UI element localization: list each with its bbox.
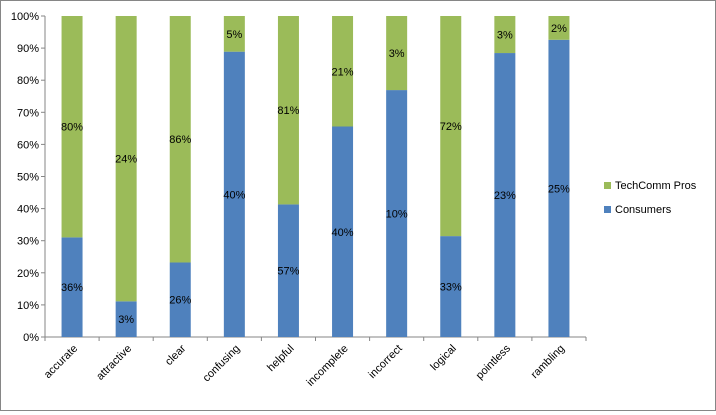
bar-consumers-attractive [115, 301, 137, 337]
x-tick-label: accurate [42, 343, 80, 381]
bar-consumers-accurate [61, 237, 83, 337]
bar-techcomm-pros-attractive [115, 16, 137, 302]
data-label-techcomm-pros: 3% [389, 48, 405, 60]
data-label-techcomm-pros: 5% [226, 29, 242, 41]
bar-techcomm-pros-logical [440, 16, 462, 237]
data-label-consumers: 57% [277, 266, 299, 278]
legend-label: TechComm Pros [615, 180, 697, 192]
data-label-techcomm-pros: 3% [497, 30, 513, 42]
bar-techcomm-pros-accurate [61, 16, 83, 238]
bar-consumers-helpful [277, 204, 299, 337]
y-tick-label: 30% [17, 236, 39, 248]
data-label-consumers: 23% [494, 190, 516, 202]
bar-consumers-pointless [494, 53, 516, 338]
y-tick-label: 80% [17, 75, 39, 87]
data-label-consumers: 36% [61, 282, 83, 294]
data-label-consumers: 26% [169, 295, 191, 307]
y-tick-label: 0% [23, 332, 39, 344]
data-labels: 36% 80% 3% 24% 26% 86% 40% 5% 57% 81% 40% 21% 10% 3% 3… [61, 23, 570, 326]
bar-consumers-confusing [223, 51, 245, 338]
legend-swatch [604, 206, 611, 213]
bar-consumers-rambling [548, 39, 570, 338]
data-label-consumers: 3% [118, 314, 134, 326]
x-tick-labels: accurate attractive clear confusing helpful i… [42, 342, 567, 388]
data-label-techcomm-pros: 21% [332, 66, 354, 78]
data-label-consumers: 25% [548, 183, 570, 195]
bar-techcomm-pros-incomplete [332, 16, 354, 127]
data-label-techcomm-pros: 80% [61, 122, 83, 134]
data-label-techcomm-pros: 86% [169, 134, 191, 146]
y-tick-label: 90% [17, 43, 39, 55]
y-tick-label: 70% [17, 107, 39, 119]
bar-techcomm-pros-incorrect [386, 16, 408, 91]
data-label-techcomm-pros: 81% [277, 105, 299, 117]
y-tick-label: 100% [11, 11, 39, 23]
y-tick-label: 60% [17, 139, 39, 151]
legend-swatch [604, 182, 611, 189]
y-tick-label: 10% [17, 300, 39, 312]
data-label-techcomm-pros: 2% [551, 23, 567, 35]
x-tick-label: clear [163, 342, 189, 368]
bar-consumers-incorrect [386, 90, 408, 337]
legend: TechComm Pros Consumers [604, 180, 697, 216]
legend-label: Consumers [615, 204, 672, 216]
data-label-techcomm-pros: 72% [440, 121, 462, 133]
x-tick-label: incomplete [305, 343, 351, 389]
bar-consumers-logical [440, 236, 462, 337]
bar-techcomm-pros-confusing [223, 16, 245, 52]
axes: 0% 10% 20% 30% 40% 50% 60% 70% 80% 90% 100% [11, 11, 587, 344]
y-tick-label: 40% [17, 204, 39, 216]
data-label-consumers: 10% [386, 209, 408, 221]
bar-techcomm-pros-rambling [548, 16, 570, 40]
data-label-consumers: 40% [223, 189, 245, 201]
data-label-techcomm-pros: 24% [115, 154, 137, 166]
x-tick-label: confusing [201, 343, 243, 385]
bar-consumers-incomplete [332, 126, 354, 337]
x-tick-label: pointless [474, 342, 514, 382]
x-tick-label: attractive [94, 343, 134, 383]
y-tick-label: 20% [17, 268, 39, 280]
x-tick-label: logical [428, 343, 459, 374]
data-label-consumers: 33% [440, 282, 462, 294]
x-tick-label: helpful [265, 343, 296, 374]
bar-techcomm-pros-pointless [494, 16, 516, 54]
bar-consumers-clear [169, 262, 191, 337]
bars [61, 16, 570, 338]
bar-techcomm-pros-helpful [277, 16, 299, 205]
x-tick-label: rambling [529, 343, 567, 381]
y-tick-label: 50% [17, 172, 39, 184]
data-label-consumers: 40% [332, 227, 354, 239]
x-tick-label: incorrect [366, 343, 404, 381]
bar-techcomm-pros-clear [169, 16, 191, 263]
